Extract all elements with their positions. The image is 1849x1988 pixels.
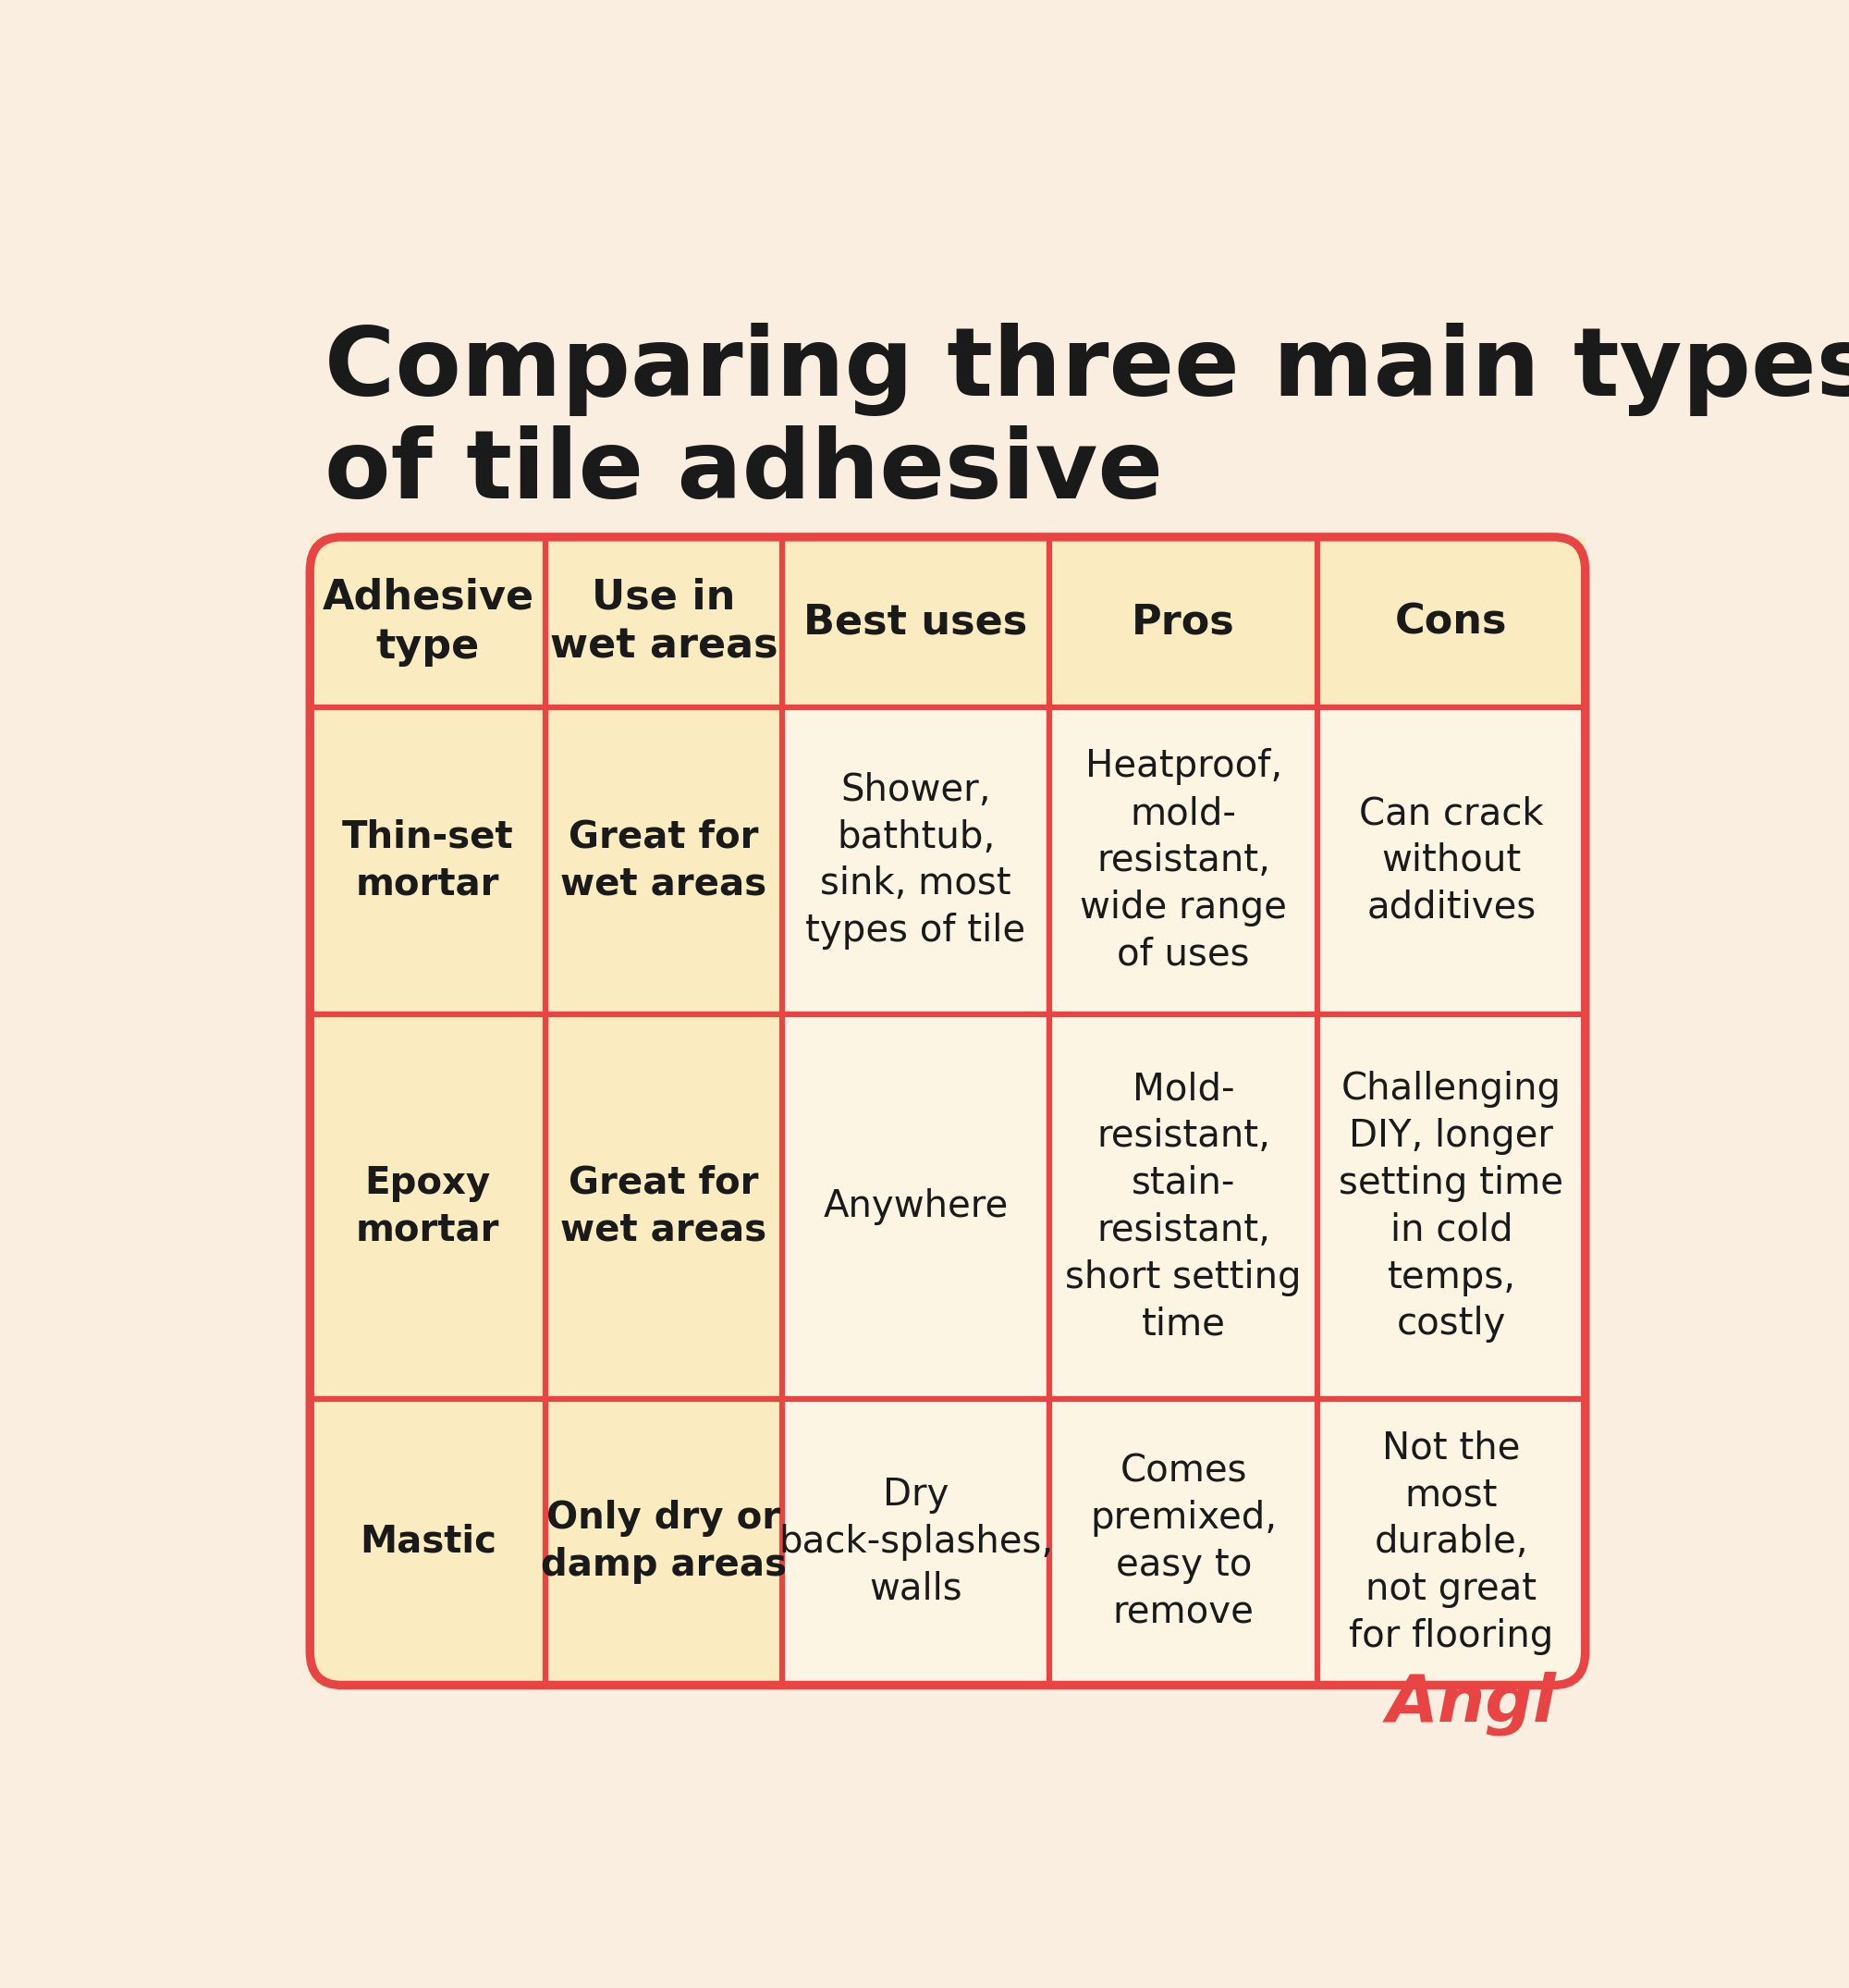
Text: Great for
wet areas: Great for wet areas — [560, 819, 767, 903]
Text: Only dry or
damp areas: Only dry or damp areas — [542, 1501, 788, 1584]
Text: Thin-set
mortar: Thin-set mortar — [342, 819, 514, 903]
Text: Cons: Cons — [1396, 602, 1507, 642]
FancyBboxPatch shape — [311, 537, 1585, 1686]
Text: Not the
most
durable,
not great
for flooring: Not the most durable, not great for floo… — [1350, 1429, 1553, 1654]
Text: Challenging
DIY, longer
setting time
in cold
temps,
costly: Challenging DIY, longer setting time in … — [1339, 1072, 1564, 1344]
Text: Great for
wet areas: Great for wet areas — [560, 1165, 767, 1248]
Text: Anywhere: Anywhere — [823, 1189, 1008, 1225]
Text: Epoxy
mortar: Epoxy mortar — [357, 1165, 499, 1248]
Text: Comes
premixed,
easy to
remove: Comes premixed, easy to remove — [1091, 1453, 1278, 1632]
Text: Use in
wet areas: Use in wet areas — [549, 579, 778, 666]
Text: Best uses: Best uses — [804, 602, 1028, 642]
Text: Angi: Angi — [1387, 1672, 1557, 1736]
Text: Can crack
without
additives: Can crack without additives — [1359, 795, 1544, 926]
Text: Pros: Pros — [1132, 602, 1235, 642]
Text: Adhesive
type: Adhesive type — [322, 579, 534, 666]
Text: Shower,
bathtub,
sink, most
types of tile: Shower, bathtub, sink, most types of til… — [806, 771, 1026, 950]
Text: Mold-
resistant,
stain-
resistant,
short setting
time: Mold- resistant, stain- resistant, short… — [1065, 1072, 1302, 1344]
Text: Mastic: Mastic — [359, 1523, 496, 1561]
Text: Comparing three main types
of tile adhesive: Comparing three main types of tile adhes… — [324, 322, 1849, 519]
Text: Dry
back-splashes,
walls: Dry back-splashes, walls — [778, 1477, 1054, 1608]
Text: Heatproof,
mold-
resistant,
wide range
of uses: Heatproof, mold- resistant, wide range o… — [1080, 747, 1287, 974]
